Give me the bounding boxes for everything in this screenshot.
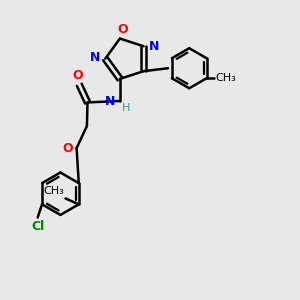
- Text: H: H: [122, 103, 130, 113]
- Text: CH₃: CH₃: [215, 73, 236, 83]
- Text: Cl: Cl: [31, 220, 44, 233]
- Text: N: N: [90, 51, 100, 64]
- Text: O: O: [62, 142, 73, 155]
- Text: O: O: [117, 22, 128, 36]
- Text: N: N: [105, 95, 116, 108]
- Text: O: O: [73, 69, 83, 82]
- Text: N: N: [149, 40, 159, 53]
- Text: CH₃: CH₃: [43, 186, 64, 196]
